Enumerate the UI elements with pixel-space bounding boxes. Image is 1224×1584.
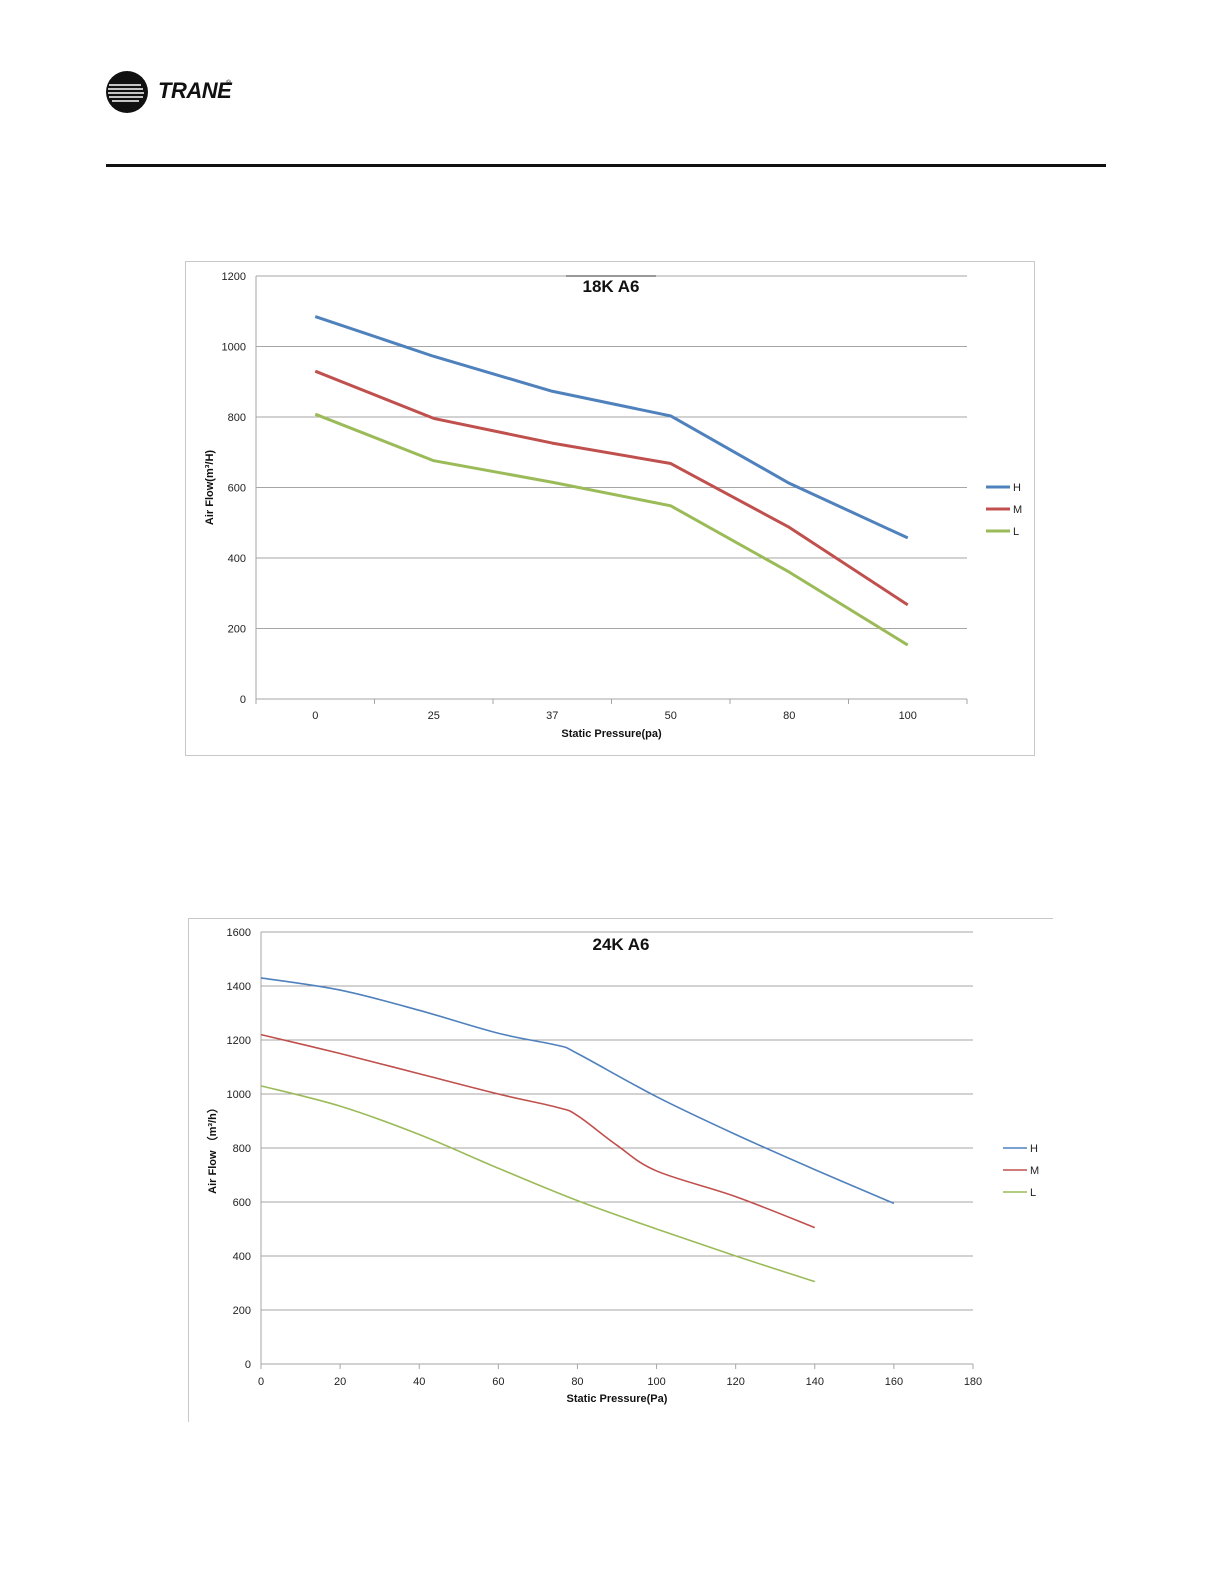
legend-label-h: H [1030, 1143, 1038, 1155]
x-tick-label: 80 [571, 1376, 583, 1388]
x-tick-label: 25 [428, 710, 440, 722]
chart-18k-a6: 0 200 400 600 800 1000 1200 0 25 37 50 80 100 18K A6 S… [185, 261, 1035, 756]
x-tick-label: 20 [334, 1376, 346, 1388]
legend-label-l: L [1030, 1187, 1036, 1199]
x-tick-label: 0 [312, 710, 318, 722]
x-axis-label: Static Pressure(Pa) [567, 1393, 668, 1405]
y-tick-label: 1600 [227, 927, 251, 939]
chart-24k-a6-svg: 0 200 400 600 800 1000 1200 1400 1600 0 20 40 60 80 10… [206, 927, 1039, 1405]
legend-label-m: M [1030, 1165, 1039, 1177]
x-tick-label: 50 [665, 710, 677, 722]
x-tick-label: 140 [806, 1376, 824, 1388]
y-axis-label: Air Flow （m³/h） [206, 1102, 219, 1194]
x-tick-label: 40 [413, 1376, 425, 1388]
y-tick-label: 0 [245, 1359, 251, 1371]
chart-title: 18K A6 [582, 277, 639, 296]
brand-name: TRANE [158, 78, 232, 103]
header-rule [106, 164, 1106, 167]
y-tick-label: 1200 [222, 271, 246, 283]
chart-18k-a6-svg: 0 200 400 600 800 1000 1200 0 25 37 50 80 100 18K A6 S… [204, 271, 1022, 740]
y-tick-label: 400 [228, 553, 246, 565]
x-tick-label: 100 [899, 710, 917, 722]
y-tick-label: 200 [228, 624, 246, 636]
y-tick-label: 1000 [227, 1089, 251, 1101]
legend-label-m: M [1013, 504, 1022, 516]
x-tick-label: 60 [492, 1376, 504, 1388]
series-line-l [260, 1085, 816, 1283]
x-tick-label: 37 [546, 710, 558, 722]
y-tick-label: 600 [228, 483, 246, 495]
y-tick-label: 200 [233, 1305, 251, 1317]
registered-mark: ® [226, 80, 232, 87]
y-axis-label: Air Flow(m³/H) [204, 450, 216, 525]
chart-24k-a6: 0 200 400 600 800 1000 1200 1400 1600 0 20 40 60 80 10… [188, 918, 1053, 1422]
series-line-m [314, 369, 909, 607]
series-line-m [260, 1033, 816, 1229]
x-tick-label: 180 [964, 1376, 982, 1388]
x-axis-label: Static Pressure(pa) [561, 728, 662, 740]
x-tick-label: 0 [258, 1376, 264, 1388]
x-tick-label: 100 [647, 1376, 665, 1388]
y-tick-label: 1000 [222, 342, 246, 354]
series-line-h [260, 977, 895, 1205]
legend-label-l: L [1013, 526, 1019, 538]
series-line-l [314, 412, 909, 647]
x-tick-label: 80 [783, 710, 795, 722]
y-tick-label: 600 [233, 1197, 251, 1209]
y-tick-label: 1200 [227, 1035, 251, 1047]
y-tick-label: 800 [228, 412, 246, 424]
series-line-h [314, 315, 909, 540]
chart-title: 24K A6 [592, 935, 649, 954]
y-tick-label: 1400 [227, 981, 251, 993]
y-tick-label: 0 [240, 694, 246, 706]
x-tick-label: 120 [726, 1376, 744, 1388]
x-tick-label: 160 [885, 1376, 903, 1388]
y-tick-label: 400 [233, 1251, 251, 1263]
y-tick-label: 800 [233, 1143, 251, 1155]
trane-circle-logo-icon [106, 71, 148, 113]
legend-label-h: H [1013, 482, 1021, 494]
